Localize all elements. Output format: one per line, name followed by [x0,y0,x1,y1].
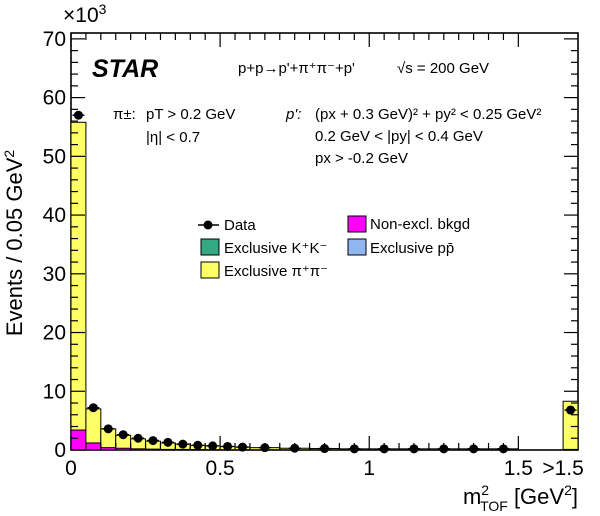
legend-label-kk: Exclusive K⁺K⁻ [224,240,327,257]
legend-item-bkgd: Non-excl. bkgd [347,215,470,233]
legend-swatch-kk [200,238,220,256]
pion-cut-symbol: π±: [113,106,136,123]
y-tick-label: 70 [43,28,66,51]
legend-item-pipi: Exclusive π⁺π⁻ [200,261,328,280]
data-point [193,440,203,450]
data-point [88,403,98,413]
y-tick-label: 40 [43,204,66,227]
data-point [208,441,218,451]
data-point [178,439,188,449]
x-axis-label: m2 TOF [GeV2] [463,482,578,514]
x-tick-label: 0 [65,457,77,480]
data-point [103,424,113,434]
legend-swatch-bkgd [347,215,367,233]
legend-swatch-pipi [200,261,220,279]
proton-cut-symbol: p': [285,106,301,123]
y-tick-label: 10 [43,380,66,403]
legend-item-data: Data [198,217,256,234]
proton-cut-line1: (px + 0.3 GeV)² + py² < 0.25 GeV² [315,106,541,123]
bar-bkgd [159,448,176,451]
legend-label-bkgd: Non-excl. bkgd [370,216,470,233]
legend-item-ppbar: Exclusive pp̄ [347,238,454,257]
y-tick-label: 50 [43,145,66,168]
pion-cut-line2: |η| < 0.7 [146,129,200,146]
x-tick-label: 1.5 [504,457,533,480]
bar-bkgd [70,429,87,451]
data-point [73,110,83,120]
y-tick-label: 20 [43,322,66,345]
bar-bkgd [100,447,117,451]
data-point [223,441,233,451]
x-axis-label-sub: TOF [480,498,508,514]
y-multiplier-exp: 3 [99,1,107,17]
data-point [163,437,173,447]
proton-cut-line3: px > -0.2 GeV [315,150,408,167]
experiment-label: STAR [92,55,158,83]
data-point [118,430,128,440]
x-axis-label-sup: 2 [481,482,489,498]
bar-bkgd [115,447,132,451]
bar-bkgd [130,448,147,451]
y-axis-label-sup: 2 [1,150,17,158]
data-point [148,436,158,446]
data-point [566,405,576,415]
data-point [237,442,247,452]
legend-data-marker [203,220,213,230]
legend: Data Non-excl. bkgd Exclusive K⁺K⁻ Exclu… [198,215,470,280]
y-tick-label: 0 [54,439,66,462]
legend-label-data: Data [224,217,256,234]
bar-bkgd [85,442,102,451]
bar-bkgd [174,448,191,451]
x-tick-label: 0.5 [206,457,235,480]
y-axis-label: Events / 0.05 GeV2 [1,150,27,337]
proton-cut-line2: 0.2 GeV < |py| < 0.4 GeV [315,128,483,145]
y-tick-label: 60 [43,87,66,110]
x-tick-label: >1.5 [542,457,583,480]
legend-label-pipi: Exclusive π⁺π⁻ [224,263,328,280]
x-axis-unit-sup: 2 [564,482,572,498]
y-multiplier: ×103 [63,1,107,27]
x-tick-label: 1 [363,457,375,480]
bar-bkgd [145,448,161,451]
legend-swatch-ppbar [347,238,367,256]
y-tick-label: 30 [43,263,66,286]
data-point [133,433,143,443]
legend-item-kk: Exclusive K⁺K⁻ [200,238,327,257]
reaction-label: p+p→p'+π⁺π⁻+p' [238,60,355,77]
legend-label-ppbar: Exclusive pp̄ [370,240,454,257]
ticks-layer: 0 10 20 30 40 50 60 70 0 0.5 1 1.5 >1.5 [43,28,584,480]
energy-label: √s = 200 GeV [397,60,489,77]
pion-cut-line1: pT > 0.2 GeV [146,106,235,123]
